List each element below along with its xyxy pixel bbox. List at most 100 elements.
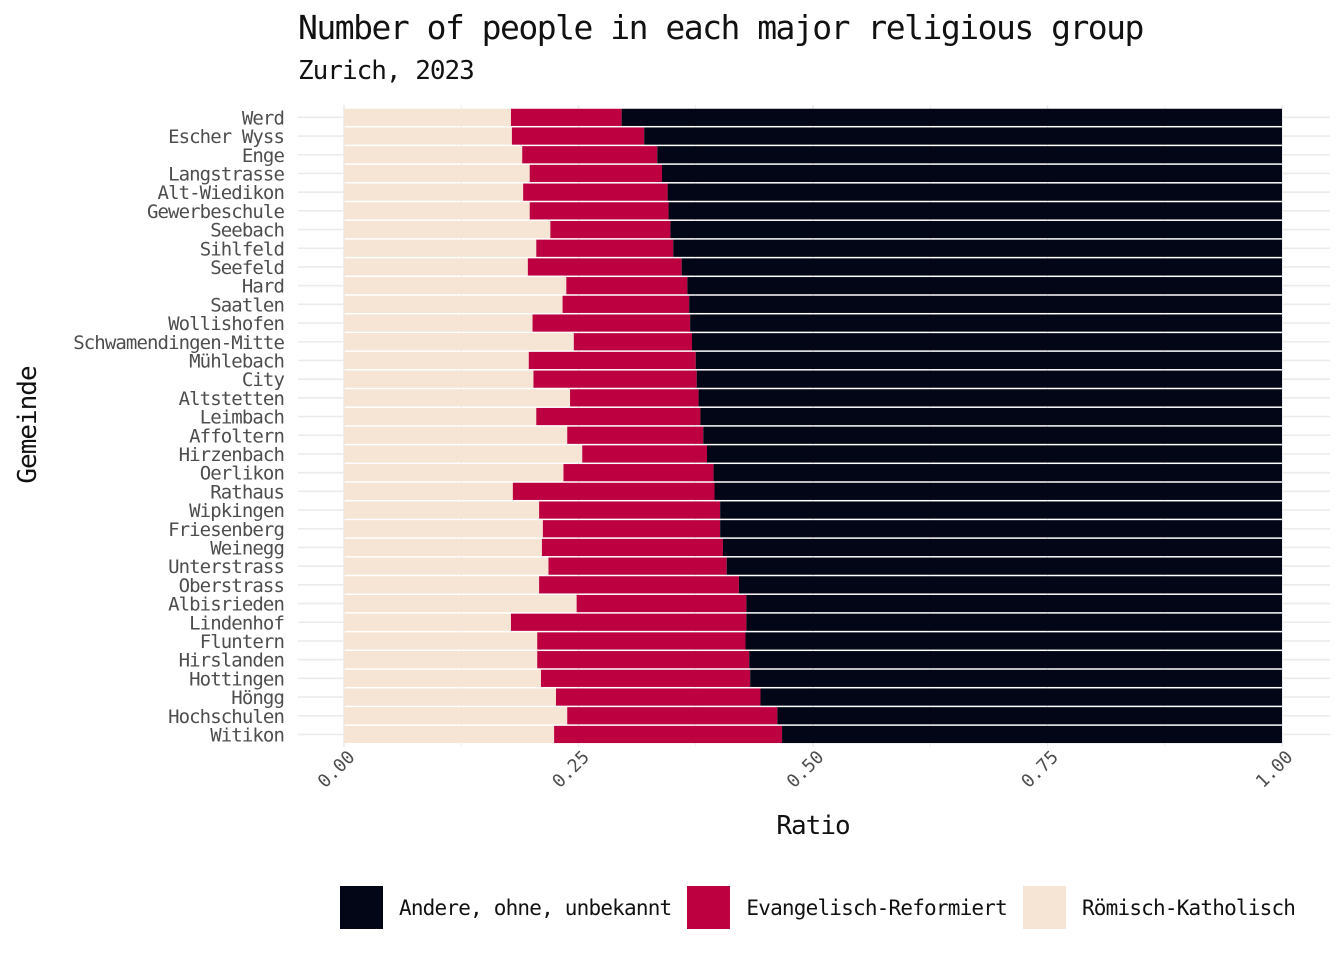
bar-segment: [344, 538, 542, 557]
bar-segment: [537, 632, 746, 650]
y-tick-label: Unterstrass: [168, 556, 284, 578]
bar-segment: [760, 688, 1282, 706]
bar-segment: [582, 445, 708, 463]
bar-segment: [344, 594, 577, 613]
bar-segment: [344, 333, 574, 351]
x-tick-label: 0.50: [783, 747, 829, 793]
y-tick-label: Seefeld: [210, 257, 284, 279]
y-tick-label: Hirzenbach: [179, 444, 284, 466]
bar-segment: [698, 389, 1282, 407]
bar-segment: [555, 688, 761, 706]
legend-item: Römisch-Katholisch: [1022, 886, 1296, 929]
bar-segment: [344, 127, 512, 145]
y-tick-label: City: [242, 369, 285, 391]
bar-segment: [550, 220, 671, 239]
bar-segment: [344, 146, 523, 164]
x-tick-label: 0.75: [1017, 747, 1063, 793]
y-tick-label: Seebach: [210, 220, 284, 242]
bar-segment: [687, 277, 1282, 295]
y-tick-label: Rathaus: [210, 481, 284, 503]
bar-segment: [536, 407, 701, 426]
bar-segment: [644, 127, 1282, 145]
bar-segment: [529, 202, 669, 220]
bar-segment: [777, 707, 1282, 725]
bar-segment: [726, 557, 1282, 575]
bar-segment: [563, 464, 714, 482]
bar-segment: [344, 557, 549, 575]
y-tick-label: Saatlen: [210, 294, 284, 316]
bar-segment: [510, 108, 622, 126]
y-tick-label: Hottingen: [189, 668, 284, 690]
bar-segment: [539, 501, 721, 519]
bar-segment: [512, 482, 715, 500]
legend-swatch: [340, 886, 383, 929]
y-tick-label: Wipkingen: [189, 500, 284, 522]
bar-segment: [344, 482, 513, 500]
x-axis-title: Ratio: [776, 811, 849, 841]
bar-segment: [344, 501, 540, 519]
bar-segment: [522, 146, 658, 164]
y-tick-label: Leimbach: [200, 407, 284, 429]
bar-segment: [532, 314, 691, 332]
bar-segment: [510, 613, 747, 631]
bar-segment: [681, 258, 1282, 276]
bar-segment: [344, 370, 534, 388]
bar-segment: [673, 239, 1282, 257]
bar-segment: [703, 426, 1282, 444]
bar-segment: [344, 520, 543, 538]
bar-segment: [344, 426, 568, 444]
bar-segment: [573, 333, 692, 351]
y-tick-label: Weinegg: [210, 537, 284, 559]
bar-segment: [511, 127, 645, 145]
bar-segment: [527, 258, 682, 276]
bar-segment: [576, 594, 747, 613]
bar-segment: [344, 407, 537, 426]
y-tick-label: Wollishofen: [168, 313, 284, 335]
bar-segment: [567, 707, 778, 725]
bar-segment: [689, 295, 1282, 313]
legend-item: Andere, ohne, unbekannt: [340, 886, 672, 929]
y-tick-label: Höngg: [231, 687, 284, 709]
bar-segment: [738, 576, 1282, 594]
bar-segment: [668, 202, 1282, 220]
bar-segment: [344, 258, 528, 276]
bar-segment: [749, 651, 1282, 669]
y-tick-label: Lindenhof: [189, 612, 284, 634]
bar-segment: [344, 576, 540, 594]
bar-segment: [566, 277, 688, 295]
legend-label: Römisch-Katholisch: [1081, 895, 1296, 920]
bar-segment: [745, 632, 1282, 650]
legend-item: Evangelisch-Reformiert: [687, 886, 1008, 929]
bar-segment: [541, 538, 723, 557]
bar-segment: [344, 295, 563, 313]
y-tick-label: Friesenberg: [168, 519, 284, 541]
x-tick-label: 1.00: [1252, 747, 1298, 793]
bar-segment: [344, 725, 555, 744]
bar-segment: [722, 538, 1282, 557]
bar-segment: [690, 314, 1282, 332]
bar-segment: [713, 464, 1282, 482]
bar-segment: [523, 183, 668, 201]
bar-segment: [344, 164, 530, 183]
y-tick-label: Oberstrass: [179, 575, 284, 597]
chart-title: Number of people in each major religious…: [298, 8, 1144, 47]
bar-segment: [696, 370, 1282, 388]
x-tick-label: 0.00: [314, 747, 360, 793]
chart-subtitle: Zurich, 2023: [298, 56, 475, 86]
y-tick-label: Hard: [242, 276, 284, 298]
bar-segment: [537, 651, 750, 669]
bar-segment: [782, 725, 1282, 744]
y-tick-label: Fluntern: [200, 631, 284, 653]
bar-segment: [536, 239, 674, 257]
bar-segment: [529, 164, 662, 183]
y-tick-label: Altstetten: [179, 388, 284, 410]
y-tick-label: Gewerbeschule: [147, 201, 284, 223]
bar-segment: [700, 407, 1282, 426]
bar-segment: [344, 108, 511, 126]
y-tick-label: Albisrieden: [168, 594, 284, 616]
bar-segment: [661, 164, 1282, 183]
y-tick-label: Affoltern: [189, 425, 284, 447]
bars-group: [344, 108, 1282, 744]
bar-segment: [344, 445, 583, 463]
legend: Andere, ohne, unbekannt Evangelisch-Refor…: [340, 886, 1311, 929]
